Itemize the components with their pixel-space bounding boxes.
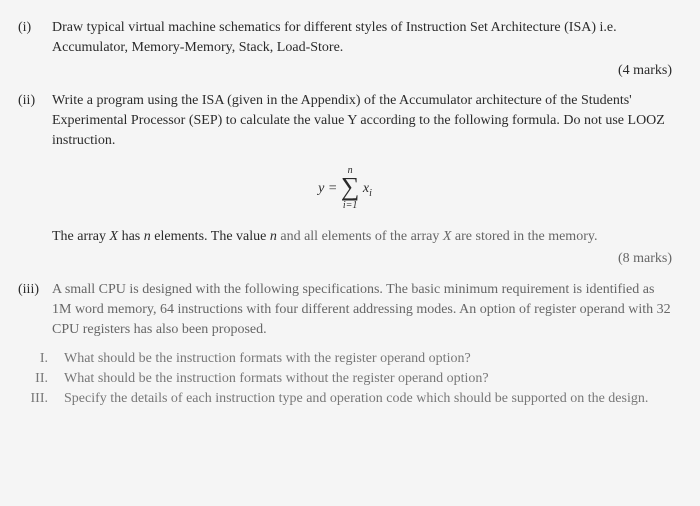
sub-a-body: What should be the instruction formats w… <box>64 349 672 369</box>
question-ii: (ii) Write a program using the ISA (give… <box>18 91 672 270</box>
note-x: X <box>110 229 119 244</box>
question-iii-marker: (iii) <box>18 280 46 341</box>
question-iii-body: A small CPU is designed with the followi… <box>52 280 672 341</box>
formula-lhs: y = <box>318 181 341 196</box>
formula-term: xi <box>363 181 372 196</box>
sub-b-body: What should be the instruction formats w… <box>64 369 672 389</box>
note-text-5: are stored in the memory. <box>451 229 597 244</box>
sigma-symbol: ∑ <box>341 172 360 201</box>
question-ii-marks: (8 marks) <box>18 249 672 269</box>
question-ii-note: The array X has n elements. The value n … <box>52 227 672 247</box>
note-text-2: has <box>118 229 144 244</box>
note-text-4: and all elements of the array <box>277 229 443 244</box>
note-text-1: The array <box>52 229 110 244</box>
note-n: n <box>144 229 151 244</box>
sub-a-marker: I. <box>22 349 58 369</box>
question-iii-sublist: I. What should be the instruction format… <box>22 349 672 410</box>
question-ii-body: Write a program using the ISA (given in … <box>52 91 672 152</box>
formula-term-sub: i <box>369 187 372 198</box>
note-text-3: elements. The value <box>151 229 270 244</box>
sub-c-marker: III. <box>22 389 58 409</box>
sub-b-row: II. What should be the instruction forma… <box>22 369 672 389</box>
question-i-marker: (i) <box>18 18 46 59</box>
sub-b-marker: II. <box>22 369 58 389</box>
formula-lower: i=1 <box>341 199 360 214</box>
question-i-row: (i) Draw typical virtual machine schemat… <box>18 18 672 59</box>
sub-a-row: I. What should be the instruction format… <box>22 349 672 369</box>
note-n2: n <box>270 229 277 244</box>
sub-c-row: III. Specify the details of each instruc… <box>22 389 672 409</box>
question-i-body: Draw typical virtual machine schematics … <box>52 18 672 59</box>
question-i: (i) Draw typical virtual machine schemat… <box>18 18 672 81</box>
question-ii-marker: (ii) <box>18 91 46 152</box>
question-i-marks: (4 marks) <box>18 61 672 81</box>
question-ii-row: (ii) Write a program using the ISA (give… <box>18 91 672 152</box>
formula-sum: n ∑ i=1 <box>341 164 360 213</box>
question-iii: (iii) A small CPU is designed with the f… <box>18 280 672 410</box>
sub-c-body: Specify the details of each instruction … <box>64 389 672 409</box>
question-iii-row: (iii) A small CPU is designed with the f… <box>18 280 672 341</box>
question-ii-formula: y = n ∑ i=1 xi <box>18 164 672 213</box>
